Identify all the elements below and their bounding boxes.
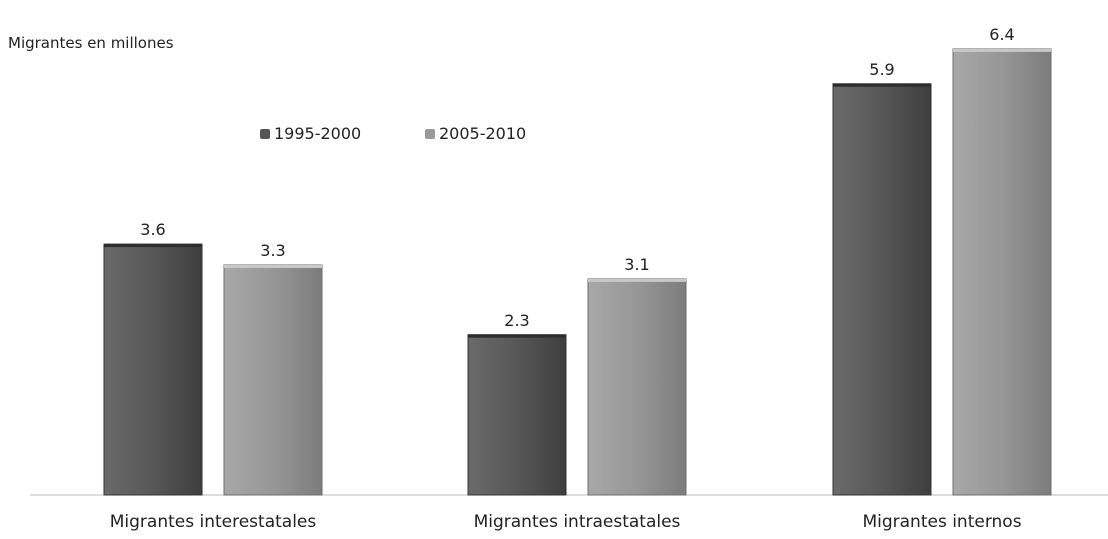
data-label: 6.4 <box>989 25 1014 44</box>
data-label: 3.3 <box>260 241 285 260</box>
legend-swatch-dark <box>260 129 270 139</box>
data-label: 2.3 <box>504 311 529 330</box>
bar-1995-2000-2 <box>833 84 931 495</box>
bar-top-cap <box>833 84 931 87</box>
data-label: 5.9 <box>869 60 894 79</box>
legend-item-1995-2000: 1995-2000 <box>260 124 361 143</box>
bar-top-cap <box>224 265 322 268</box>
y-axis-label: Migrantes en millones <box>8 34 174 52</box>
bar-2005-2010-2 <box>953 49 1051 495</box>
bar-1995-2000-0 <box>104 244 202 495</box>
legend-swatch-light <box>425 129 435 139</box>
bar-top-cap <box>953 49 1051 52</box>
bar-top-cap <box>468 335 566 338</box>
data-label: 3.6 <box>140 220 165 239</box>
legend-label: 2005-2010 <box>439 124 526 143</box>
category-label: Migrantes internos <box>862 512 1021 532</box>
bar-1995-2000-1 <box>468 335 566 495</box>
bar-top-cap <box>588 279 686 282</box>
bar-2005-2010-1 <box>588 279 686 495</box>
legend-item-2005-2010: 2005-2010 <box>425 124 526 143</box>
data-label: 3.1 <box>624 255 649 274</box>
category-label: Migrantes interestatales <box>110 512 317 532</box>
legend-label: 1995-2000 <box>274 124 361 143</box>
bar-top-cap <box>104 244 202 247</box>
bar-2005-2010-0 <box>224 265 322 495</box>
category-label: Migrantes intraestatales <box>474 512 681 532</box>
